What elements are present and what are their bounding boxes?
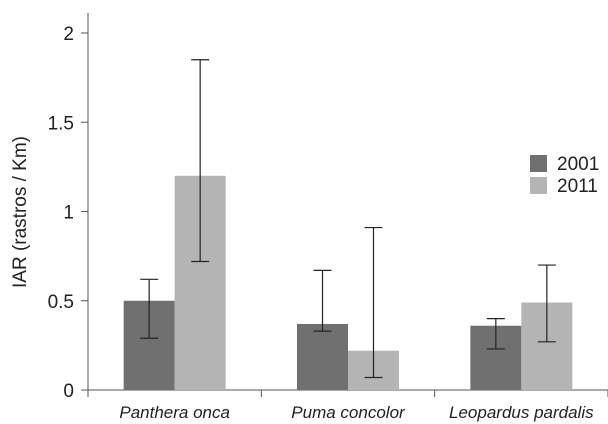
legend-label-2011: 2011 xyxy=(557,176,598,197)
legend-swatch-2001 xyxy=(530,155,547,172)
legend: 2001 2011 xyxy=(530,154,599,197)
x-category-label: Puma concolor xyxy=(291,403,406,422)
legend-swatch-2011 xyxy=(530,177,547,194)
y-tick-label: 1 xyxy=(63,203,74,224)
bar-2001 xyxy=(297,323,348,390)
plot-area: 0 0.5 1 1.5 2 Panthera onca Puma concolor Leopa… xyxy=(48,13,608,422)
legend-label-2001: 2001 xyxy=(557,154,599,175)
y-axis-title: IAR (rastros / Km) xyxy=(10,136,31,288)
x-category-label: Panthera onca xyxy=(119,403,230,422)
x-category-label: Leopardus pardalis xyxy=(449,403,594,422)
y-tick-label: 2 xyxy=(63,24,74,45)
y-tick-label: 1.5 xyxy=(48,113,74,134)
y-tick-label: 0.5 xyxy=(48,292,74,313)
y-tick-label: 0 xyxy=(63,381,74,402)
